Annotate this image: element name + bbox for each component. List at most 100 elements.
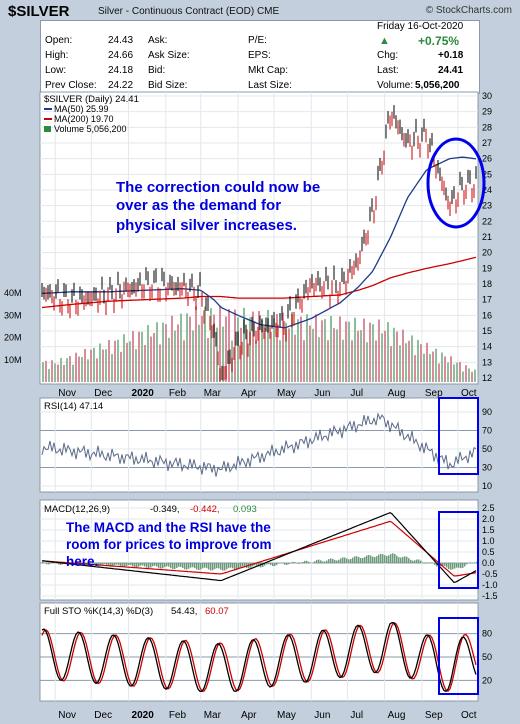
macd-histogram-bar — [192, 563, 194, 568]
volume-bar — [327, 340, 329, 382]
volume-bar — [387, 322, 389, 382]
stockcharts-logo[interactable]: © StockCharts.com — [425, 5, 512, 16]
macd-histogram-bar — [136, 563, 138, 568]
volume-bar — [114, 340, 116, 382]
macd-histogram-bar — [394, 553, 396, 563]
volume-bar — [240, 327, 242, 382]
legend-rsi: RSI(14) 47.14 — [44, 401, 103, 412]
volume-bar — [468, 368, 470, 382]
macd-histogram-bar — [224, 563, 226, 571]
volume-bar — [153, 332, 155, 382]
macd-histogram-bar — [286, 563, 288, 566]
macd-histogram-bar — [238, 563, 240, 569]
volume-bars — [42, 305, 476, 382]
macd-histogram-bar — [356, 556, 358, 563]
macd-histogram-bar — [108, 563, 110, 567]
macd-histogram-bar — [326, 560, 328, 563]
volume-bar — [309, 325, 311, 382]
macd-histogram-bar — [420, 560, 422, 563]
macd-histogram-bar — [266, 563, 268, 565]
volume-bar — [147, 324, 149, 382]
macd-histogram-bar — [234, 563, 236, 570]
macd-histogram-bar — [292, 561, 294, 563]
volume-bar — [45, 360, 47, 382]
macd-histogram-bar — [204, 563, 206, 568]
x-axis-label: Feb — [169, 388, 187, 399]
macd-histogram-bar — [110, 563, 112, 567]
volume-swatch — [44, 126, 51, 132]
price-tick-label: 30 — [482, 91, 492, 101]
macd-histogram-bar — [276, 563, 278, 565]
volume-bar — [132, 331, 134, 382]
q-high-value: 24.66 — [108, 50, 134, 61]
x-axis-label: Nov — [58, 388, 76, 399]
macd-histogram-bar — [342, 557, 344, 563]
volume-bar — [459, 361, 461, 382]
volume-bar — [78, 356, 80, 382]
volume-bar — [450, 356, 452, 382]
macd-histogram-bar — [458, 563, 460, 568]
contract-subtitle: Silver - Continuous Contract (EOD) CME — [98, 6, 280, 17]
x-axis-label: Apr — [241, 710, 257, 721]
x-axis-label: May — [277, 710, 296, 721]
volume-bar — [150, 336, 152, 382]
macd-histogram-bar — [436, 563, 438, 567]
price-tick-label: 28 — [482, 122, 492, 132]
macd-histogram-bar — [160, 563, 162, 569]
rsi-line — [41, 412, 477, 477]
macd-tick-label: 0.5 — [482, 547, 495, 557]
volume-tick-label: 30M — [4, 310, 22, 320]
macd-highlight-box — [438, 511, 479, 589]
macd-histogram-bar — [422, 562, 424, 563]
macd-histogram-bar — [274, 563, 276, 567]
volume-bar — [390, 346, 392, 382]
macd-histogram-bar — [164, 563, 166, 568]
macd-histogram-bar — [358, 557, 360, 563]
macd-tick-label: -1.5 — [482, 591, 498, 601]
volume-bar — [156, 322, 158, 382]
macd-signal-line — [41, 520, 477, 577]
macd-histogram-bar — [384, 555, 386, 563]
volume-bar — [420, 344, 422, 382]
macd-histogram-bar — [346, 558, 348, 563]
macd-histogram-bar — [320, 560, 322, 563]
macd-histogram-bar — [152, 563, 154, 567]
q-last-label: Last: — [377, 65, 399, 76]
macd-histogram-bar — [318, 559, 320, 563]
macd-histogram-bar — [216, 563, 218, 569]
macd-histogram-bar — [298, 563, 300, 564]
macd-histogram-bar — [258, 563, 260, 567]
volume-bar — [369, 322, 371, 382]
macd-tick-label: -0.5 — [482, 569, 498, 579]
volume-bar — [348, 321, 350, 382]
volume-bar — [48, 368, 50, 382]
macd-histogram-bar — [126, 563, 128, 566]
macd-histogram-bar — [388, 555, 390, 563]
price-tick-label: 20 — [482, 248, 492, 258]
macd-histogram-bar — [396, 555, 398, 563]
x-axis-label: Feb — [169, 710, 187, 721]
volume-bar — [294, 334, 296, 382]
sto-k-line — [41, 622, 477, 693]
volume-bar — [192, 330, 194, 382]
price-tick-label: 15 — [482, 326, 492, 336]
volume-bar — [261, 320, 263, 382]
macd-histogram-bar — [170, 563, 172, 568]
macd-histogram-bar — [466, 563, 468, 565]
rsi-tick-label: 50 — [482, 444, 492, 454]
macd-histogram-bar — [380, 553, 382, 563]
macd-histogram-bar — [386, 555, 388, 563]
x-axis-label: 2020 — [132, 388, 155, 399]
volume-bar — [273, 318, 275, 382]
volume-bar — [189, 316, 191, 382]
macd-histogram-bar — [452, 563, 454, 570]
volume-bar — [276, 314, 278, 382]
macd-histogram-bar — [308, 561, 310, 563]
macd-histogram-bar — [366, 555, 368, 563]
volume-bar — [366, 342, 368, 382]
volume-bar — [381, 333, 383, 382]
volume-bar — [141, 331, 143, 382]
volume-bar — [219, 305, 221, 382]
macd-histogram-bar — [114, 563, 116, 566]
